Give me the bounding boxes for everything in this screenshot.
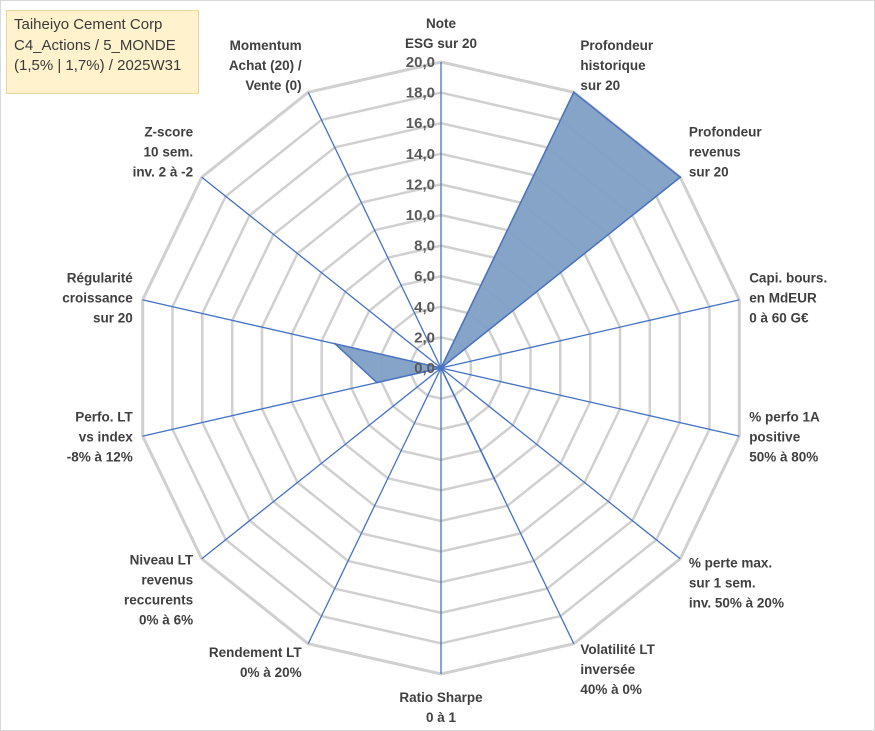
axis-label-line: sur 20 — [580, 78, 620, 93]
axis-label-line: 40% à 0% — [580, 682, 642, 697]
axis-label-line: ESG sur 20 — [405, 36, 477, 51]
axis-label-line: revenus — [141, 573, 193, 588]
axis-label: Capi. bours. en MdEUR 0 à 60 G€ — [749, 271, 827, 326]
axis-label: Perfo. LT vs index -8% à 12% — [67, 409, 134, 464]
tick-label: 2,0 — [414, 329, 435, 346]
axis-spoke — [440, 367, 740, 437]
axis-label-line: en MdEUR — [749, 291, 817, 306]
axis-label-line: Volatilité LT — [580, 642, 655, 657]
axis-label-line: revenus — [689, 145, 741, 160]
axis-label: Niveau LT revenus reccurents 0% à 6% — [124, 553, 194, 628]
axis-label-line: vs index — [79, 429, 134, 444]
title-line-2: C4_Actions / 5_MONDE — [14, 36, 176, 54]
axis-label: Z-score 10 sem. inv. 2 à -2 — [133, 125, 194, 180]
axis-label-line: Régularité — [67, 271, 134, 286]
axis-label-line: Momentum — [230, 38, 302, 53]
axis-label-line: positive — [749, 429, 801, 444]
series-area — [332, 91, 682, 482]
title-line-1: Taiheiyo Cement Corp — [14, 16, 163, 33]
axis-label-line: Achat (20) / — [229, 58, 302, 73]
tick-label: 18,0 — [406, 85, 435, 102]
axis-label-line: % perte max. — [689, 556, 772, 571]
data-point — [440, 367, 442, 369]
axis-label-line: % perfo 1A — [749, 409, 820, 424]
data-point — [375, 381, 378, 384]
axis-label-line: inv. 2 à -2 — [133, 165, 194, 180]
tick-label: 16,0 — [406, 115, 435, 132]
axis-label: Profondeur historique sur 20 — [580, 38, 653, 93]
tick-label: 0,0 — [414, 360, 435, 377]
axis-label: Régularité croissance sur 20 — [62, 271, 133, 326]
tick-label: 14,0 — [406, 146, 435, 163]
data-point — [572, 91, 575, 94]
axis-label-line: inversée — [580, 662, 635, 677]
axis-label-line: 0% à 6% — [139, 613, 193, 628]
data-point — [334, 342, 337, 345]
axis-label-line: Perfo. LT — [75, 409, 133, 424]
data-point — [494, 480, 497, 482]
tick-label: 8,0 — [414, 238, 435, 255]
axis-label: Profondeur revenus sur 20 — [689, 125, 762, 180]
tick-label: 10,0 — [406, 207, 435, 224]
axis-label-line: Note — [426, 16, 456, 31]
tick-label: 12,0 — [406, 176, 435, 193]
title-line-3: (1,5% | 1,7%) / 2025W31 — [14, 57, 182, 74]
data-point — [679, 176, 682, 179]
axis-label-line: Niveau LT — [130, 553, 194, 568]
axis-label: Note ESG sur 20 — [405, 16, 477, 51]
axis-label-line: Profondeur — [689, 125, 762, 140]
axis-spoke — [440, 367, 681, 560]
axis-label-line: -8% à 12% — [67, 449, 133, 464]
axis-spoke — [307, 92, 442, 369]
axis-label-line: reccurents — [124, 593, 193, 608]
axis-label-line: croissance — [62, 291, 133, 306]
axis-label-line: Vente (0) — [245, 78, 301, 93]
axis-label-line: Z-score — [144, 125, 193, 140]
axis-label-line: historique — [580, 58, 646, 73]
tick-label: 4,0 — [414, 299, 435, 316]
axis-label-line: 10 sem. — [144, 145, 194, 160]
axis-label-line: sur 20 — [689, 165, 729, 180]
axis-label-line: Profondeur — [580, 38, 653, 53]
axis-label-line: 50% à 80% — [749, 449, 818, 464]
axis-label: Ratio Sharpe 0 à 1 — [399, 690, 483, 725]
axis-label-line: 0 à 60 G€ — [749, 311, 809, 326]
axis-label-line: sur 20 — [93, 311, 133, 326]
axis-label-line: 0% à 20% — [240, 665, 302, 680]
axis-label-line: 0 à 1 — [426, 710, 457, 725]
axis-spoke — [201, 176, 442, 369]
axis-spoke — [440, 299, 740, 369]
axis-spoke — [201, 367, 442, 560]
axis-spoke — [307, 367, 442, 644]
tick-label: 6,0 — [414, 268, 435, 285]
axis-label-line: inv. 50% à 20% — [689, 596, 784, 611]
axis-label: Momentum Achat (20) / Vente (0) — [229, 38, 302, 93]
axis-label: % perte max. sur 1 sem. inv. 50% à 20% — [689, 556, 784, 611]
axis-label-line: Rendement LT — [209, 645, 303, 660]
axis-label-line: Capi. bours. — [749, 271, 827, 286]
axis-label: Rendement LT 0% à 20% — [209, 645, 303, 680]
axis-label-line: Ratio Sharpe — [399, 690, 483, 705]
axis-label-line: sur 1 sem. — [689, 576, 756, 591]
title-box: Taiheiyo Cement Corp C4_Actions / 5_MOND… — [6, 10, 199, 94]
axis-label: Volatilité LT inversée 40% à 0% — [580, 642, 655, 697]
axis-label: % perfo 1A positive 50% à 80% — [749, 409, 820, 464]
tick-label: 20,0 — [406, 54, 435, 71]
